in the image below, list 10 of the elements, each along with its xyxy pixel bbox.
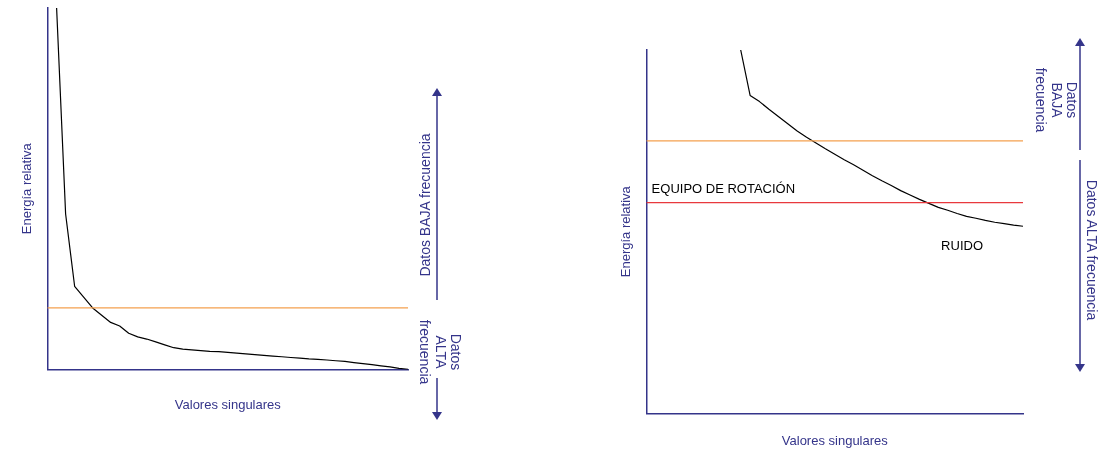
text: Datos ALTA frecuencia xyxy=(416,319,465,385)
text: Datos BAJA frecuencia xyxy=(1032,67,1081,133)
x-axis-title: Valores singulares xyxy=(174,396,282,412)
text: Datos ALTA frecuencia xyxy=(1083,179,1099,321)
series-label: RUIDO xyxy=(941,238,983,254)
text: Datos BAJA frecuencia xyxy=(417,133,434,277)
y-axis-title: Energía relativa xyxy=(618,185,634,278)
y-axis-title: Energía relativa xyxy=(19,142,35,235)
x-axis-title: Valores singulares xyxy=(781,432,889,448)
ref-line-label: EQUIPO DE ROTACIÓN xyxy=(651,180,796,196)
